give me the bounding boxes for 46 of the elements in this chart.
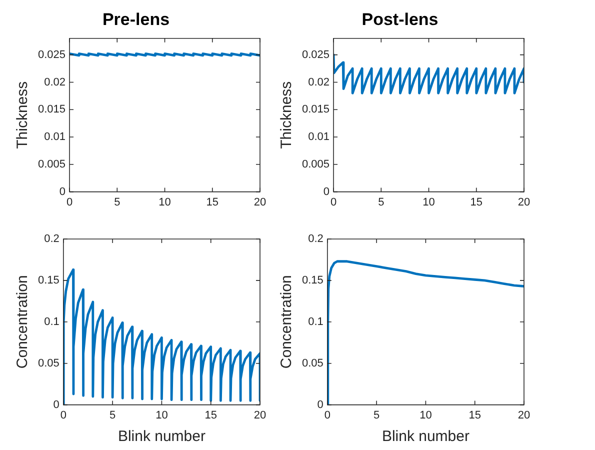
x-tick-label: 10	[158, 196, 171, 208]
x-tick-label: 10	[422, 196, 435, 208]
y-tick-label: 0.005	[38, 158, 66, 170]
chart-title: Pre-lens	[102, 10, 170, 29]
x-tick-label: 20	[254, 409, 266, 422]
y-tick-label: 0	[53, 398, 60, 411]
chart-title: Post-lens	[362, 10, 438, 29]
y-tick-label: 0.2	[44, 233, 60, 246]
x-tick-label: 15	[204, 409, 217, 422]
x-tick-label: 5	[373, 409, 380, 422]
y-axis-title: Concentration	[278, 275, 296, 369]
y-axis-title: Thickness	[278, 81, 296, 149]
y-axis-title: Concentration	[14, 275, 32, 369]
y-tick-label: 0.01	[308, 131, 330, 144]
x-axis-title: Blink number	[118, 428, 206, 446]
y-tick-label: 0.015	[302, 104, 330, 116]
y-tick-label: 0.025	[38, 48, 66, 61]
x-tick-label: 5	[109, 409, 116, 422]
y-tick-label: 0.02	[44, 76, 66, 88]
y-tick-label: 0.2	[308, 233, 324, 246]
y-tick-label: 0.02	[308, 76, 330, 88]
x-tick-label: 10	[420, 409, 432, 422]
x-tick-label: 15	[206, 196, 219, 208]
y-tick-label: 0	[317, 398, 324, 411]
y-axis-title: Thickness	[14, 81, 32, 149]
x-tick-label: 10	[156, 409, 168, 422]
x-axis-title: Blink number	[382, 428, 470, 446]
y-tick-label: 0	[323, 186, 330, 198]
x-tick-label: 15	[468, 409, 481, 422]
y-tick-label: 0.1	[308, 316, 324, 328]
y-tick-label: 0.15	[302, 274, 324, 286]
y-tick-label: 0.15	[38, 274, 60, 286]
y-tick-label: 0.025	[302, 48, 330, 61]
x-tick-label: 5	[114, 196, 120, 208]
y-tick-label: 0.05	[302, 357, 324, 370]
x-tick-label: 5	[378, 196, 384, 208]
x-tick-label: 20	[518, 409, 530, 422]
x-tick-label: 20	[254, 196, 266, 208]
y-tick-label: 0.1	[44, 316, 60, 328]
x-tick-label: 20	[518, 196, 530, 208]
y-tick-label: 0.05	[38, 357, 60, 370]
y-tick-label: 0	[59, 186, 66, 198]
x-tick-label: 15	[470, 196, 483, 208]
y-tick-label: 0.01	[44, 131, 66, 144]
y-tick-label: 0.005	[302, 158, 330, 170]
y-tick-label: 0.015	[38, 104, 66, 116]
